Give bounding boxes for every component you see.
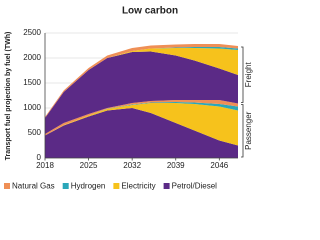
x-tick-label: 2032 [123, 161, 141, 170]
x-tick-label: 2039 [167, 161, 185, 170]
legend-swatch [113, 183, 120, 189]
y-tick-label: 1500 [23, 78, 41, 87]
area-layer [45, 44, 238, 158]
legend-swatch [4, 183, 10, 189]
legend-swatch [62, 183, 69, 189]
chart-title: Low carbon [122, 6, 178, 17]
group-bracket [241, 46, 244, 103]
area [45, 51, 238, 134]
legend-label: Natural Gas [12, 182, 55, 191]
chart: Low carbon Transport fuel projection by … [4, 6, 253, 191]
legend-label: Petrol/Diesel [172, 182, 218, 191]
legend-label: Hydrogen [71, 182, 106, 191]
area [45, 103, 238, 146]
x-tick-label: 2046 [210, 161, 228, 170]
group-bracket [241, 104, 244, 158]
y-tick-label: 2000 [23, 53, 41, 62]
legend-swatch [163, 183, 170, 189]
y-tick-label: 0 [37, 153, 42, 162]
x-tick-label: 2025 [80, 161, 98, 170]
area [45, 102, 238, 136]
y-tick-label: 1000 [23, 103, 41, 112]
y-axis-label: Transport fuel projection by fuel (TWh) [5, 32, 12, 161]
y-tick-label: 500 [28, 128, 42, 137]
group-label: Passenger [244, 111, 253, 150]
group-label: Freight [244, 62, 253, 88]
x-tick-label: 2018 [36, 161, 54, 170]
area [45, 48, 238, 118]
legend-label: Electricity [121, 182, 155, 191]
y-tick-label: 2500 [23, 28, 41, 37]
area [45, 108, 238, 158]
area [45, 100, 238, 136]
